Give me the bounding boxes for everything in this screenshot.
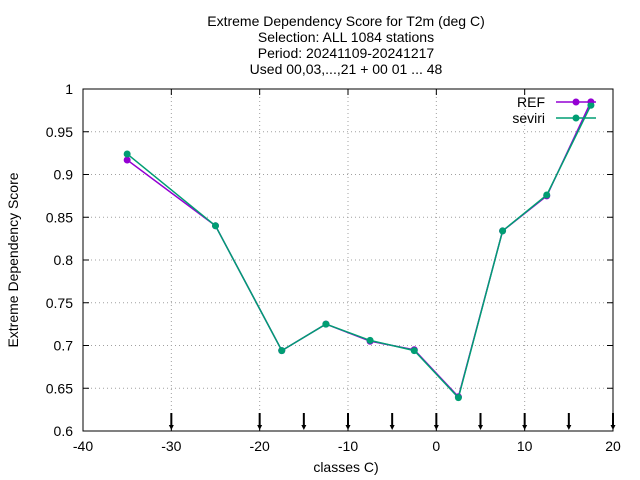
x-tick-label: -10 — [338, 438, 358, 454]
class-boundary-arrow — [478, 413, 483, 430]
y-tick-label: 0.7 — [54, 338, 74, 354]
y-tick-label: 0.6 — [54, 423, 74, 439]
data-point — [123, 156, 131, 164]
y-tick-label: 0.95 — [46, 124, 73, 140]
legend-label: seviri — [512, 110, 545, 126]
x-tick-labels: -40 -30 -20 -10 0 10 20 — [73, 438, 621, 454]
grid — [83, 89, 613, 431]
chart-title: Extreme Dependency Score for T2m (deg C)… — [207, 13, 485, 77]
x-axis-label: classes C) — [313, 459, 378, 475]
class-boundary-markers — [168, 413, 616, 430]
series-REF — [123, 98, 595, 401]
class-boundary-arrow — [389, 413, 395, 430]
y-tick-label: 0.65 — [46, 380, 73, 396]
legend-marker — [572, 114, 580, 122]
class-boundary-arrow — [345, 413, 351, 430]
legend-label: REF — [517, 94, 545, 110]
class-boundary-arrow — [522, 413, 528, 430]
x-tick-label: -40 — [73, 438, 93, 454]
data-point — [587, 101, 595, 109]
class-boundary-arrow — [168, 413, 174, 430]
y-tick-label: 1 — [65, 81, 73, 97]
y-tick-label: 0.75 — [46, 295, 73, 311]
title-line-3: Period: 20241109-20241217 — [258, 45, 435, 61]
y-tick-labels: 0.6 0.65 0.7 0.75 0.8 0.85 0.9 0.95 1 — [46, 81, 73, 439]
title-line-2: Selection: ALL 1084 stations — [258, 29, 434, 45]
data-point — [410, 347, 418, 355]
x-tick-label: 20 — [605, 438, 621, 454]
data-point — [454, 394, 462, 402]
y-tick-label: 0.9 — [54, 167, 74, 183]
class-boundary-arrow — [301, 413, 307, 430]
title-line-1: Extreme Dependency Score for T2m (deg C) — [207, 13, 485, 29]
title-line-4: Used 00,03,...,21 + 00 01 ... 48 — [250, 61, 443, 77]
series-line — [126, 104, 592, 400]
x-tick-label: 10 — [517, 438, 533, 454]
class-boundary-arrow — [433, 413, 439, 430]
legend-marker — [572, 98, 580, 106]
x-tick-label: 0 — [432, 438, 440, 454]
y-tick-label: 0.8 — [54, 252, 74, 268]
class-boundary-arrow — [566, 413, 572, 430]
data-point — [499, 227, 507, 235]
series-line — [126, 101, 592, 399]
class-boundary-arrow — [257, 413, 263, 430]
series-group — [123, 98, 595, 402]
data-point — [322, 320, 330, 328]
y-tick-label: 0.85 — [46, 209, 73, 225]
series-seviri — [123, 101, 595, 402]
x-tick-label: -20 — [250, 438, 270, 454]
plot-frame — [82, 88, 614, 432]
data-point — [123, 150, 131, 158]
y-axis-label: Extreme Dependency Score — [5, 172, 21, 347]
data-point — [543, 191, 551, 199]
data-point — [212, 222, 219, 230]
x-tick-label: -30 — [161, 438, 181, 454]
data-point — [366, 336, 374, 344]
data-point — [278, 347, 286, 355]
